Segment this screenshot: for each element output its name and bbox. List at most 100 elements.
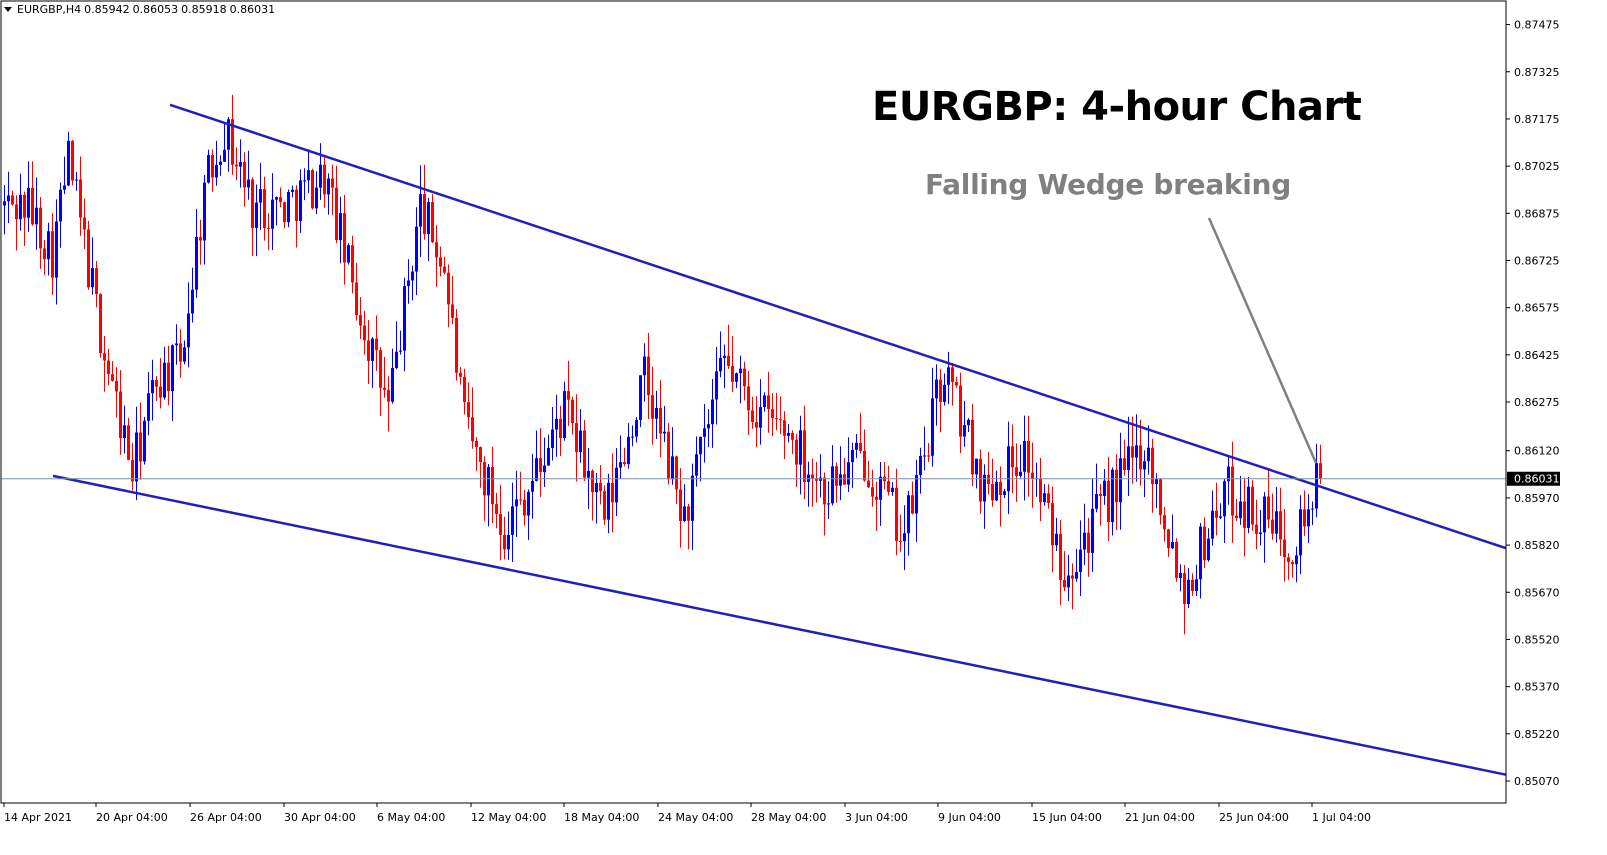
candle-bear — [859, 442, 862, 451]
candle-bear — [783, 420, 786, 436]
candle-bear — [119, 391, 122, 439]
y-tick-label: 0.87325 — [1514, 66, 1560, 79]
candle-bull — [123, 425, 126, 439]
candle-bear — [1139, 445, 1142, 470]
candle-bull — [935, 379, 938, 399]
candle-bull — [943, 384, 946, 402]
y-tick-label: 0.86575 — [1514, 302, 1560, 315]
candle-bull — [639, 375, 642, 420]
candle-bull — [347, 245, 350, 263]
candle-bull — [227, 119, 230, 150]
candle-bear — [1087, 532, 1090, 553]
candle-bear — [867, 480, 870, 488]
candle-bear — [103, 353, 106, 361]
candle-bull — [1263, 496, 1266, 533]
candle-bear — [927, 455, 930, 457]
low-value: 0.85918 — [181, 3, 227, 16]
current-price-badge — [1507, 471, 1560, 486]
candle-bear — [1159, 479, 1162, 516]
candle-bear — [1115, 469, 1118, 503]
candle-bear — [1271, 519, 1274, 534]
candle-bull — [607, 482, 610, 520]
candle-bear — [31, 187, 34, 225]
candle-bull — [763, 395, 766, 408]
candle-bear — [71, 140, 74, 181]
candle-bull — [183, 347, 186, 362]
candle-bear — [1151, 447, 1154, 485]
candle-bull — [27, 187, 30, 218]
candle-bull — [1075, 572, 1078, 579]
candle-bear — [539, 458, 542, 473]
candle-bull — [891, 487, 894, 492]
candle-bull — [967, 419, 970, 426]
candle-bull — [1095, 494, 1098, 509]
x-tick-label: 14 Apr 2021 — [4, 811, 72, 824]
candle-bull — [315, 187, 318, 209]
candle-bear — [1015, 467, 1018, 476]
candle-bull — [711, 399, 714, 425]
candle-bull — [1307, 509, 1310, 527]
candle-bull — [259, 189, 262, 203]
candle-bear — [1235, 515, 1238, 519]
y-tick-label: 0.85070 — [1514, 775, 1560, 788]
candle-bull — [619, 462, 622, 468]
candle-bull — [1143, 461, 1146, 470]
candle-bear — [955, 382, 958, 386]
candle-bull — [307, 170, 310, 181]
candle-bear — [791, 432, 794, 440]
candle-bear — [951, 367, 954, 383]
candle-bull — [1055, 533, 1058, 546]
candle-bull — [915, 475, 918, 514]
candle-bull — [963, 425, 966, 437]
candle-bear — [795, 439, 798, 465]
plot-border — [0, 0, 1507, 804]
candle-bear — [1131, 446, 1134, 458]
candle-bull — [47, 231, 50, 260]
y-tick-label: 0.87475 — [1514, 19, 1560, 32]
candle-bull — [135, 432, 138, 482]
candle-bear — [1099, 494, 1102, 497]
candle-bear — [1191, 579, 1194, 591]
candle-bear — [363, 325, 366, 341]
candle-bull — [707, 424, 710, 429]
candle-bear — [111, 374, 114, 381]
candle-bull — [703, 428, 706, 437]
candle-bull — [339, 213, 342, 241]
annotation-arrow — [1207, 217, 1318, 464]
candle-bull — [851, 449, 854, 463]
candle-bull — [739, 368, 742, 374]
candle-bull — [395, 351, 398, 369]
symbol-header[interactable]: EURGBP,H4 0.85942 0.86053 0.85918 0.8603… — [4, 3, 275, 16]
candle-bear — [467, 402, 470, 418]
candle-bull — [1247, 486, 1250, 528]
candle-bull — [699, 436, 702, 455]
candles-layer — [3, 94, 1322, 635]
upper-trendline[interactable] — [169, 103, 1507, 550]
dropdown-arrow-icon[interactable] — [4, 7, 12, 12]
candle-bull — [1003, 491, 1006, 496]
candle-bull — [1223, 481, 1226, 517]
candle-bear — [743, 368, 746, 387]
candle-bear — [1063, 579, 1066, 588]
candle-bear — [1059, 533, 1062, 580]
candle-bull — [1195, 579, 1198, 591]
candle-bear — [603, 491, 606, 520]
candle-bear — [139, 432, 142, 462]
candle-bull — [787, 432, 790, 436]
candle-bear — [779, 419, 782, 421]
candle-bull — [923, 455, 926, 457]
candle-bear — [231, 119, 234, 165]
candle-bear — [1279, 511, 1282, 540]
y-tick-label: 0.85820 — [1514, 539, 1560, 552]
candle-bull — [187, 313, 190, 348]
candle-bull — [143, 420, 146, 462]
lower-trendline[interactable] — [52, 474, 1507, 776]
candle-bull — [543, 465, 546, 473]
candle-bull — [287, 191, 290, 223]
candle-bear — [107, 360, 110, 375]
candle-bull — [907, 495, 910, 534]
y-tick-label: 0.85520 — [1514, 633, 1560, 646]
candle-bull — [555, 418, 558, 430]
candle-bull — [215, 164, 218, 178]
